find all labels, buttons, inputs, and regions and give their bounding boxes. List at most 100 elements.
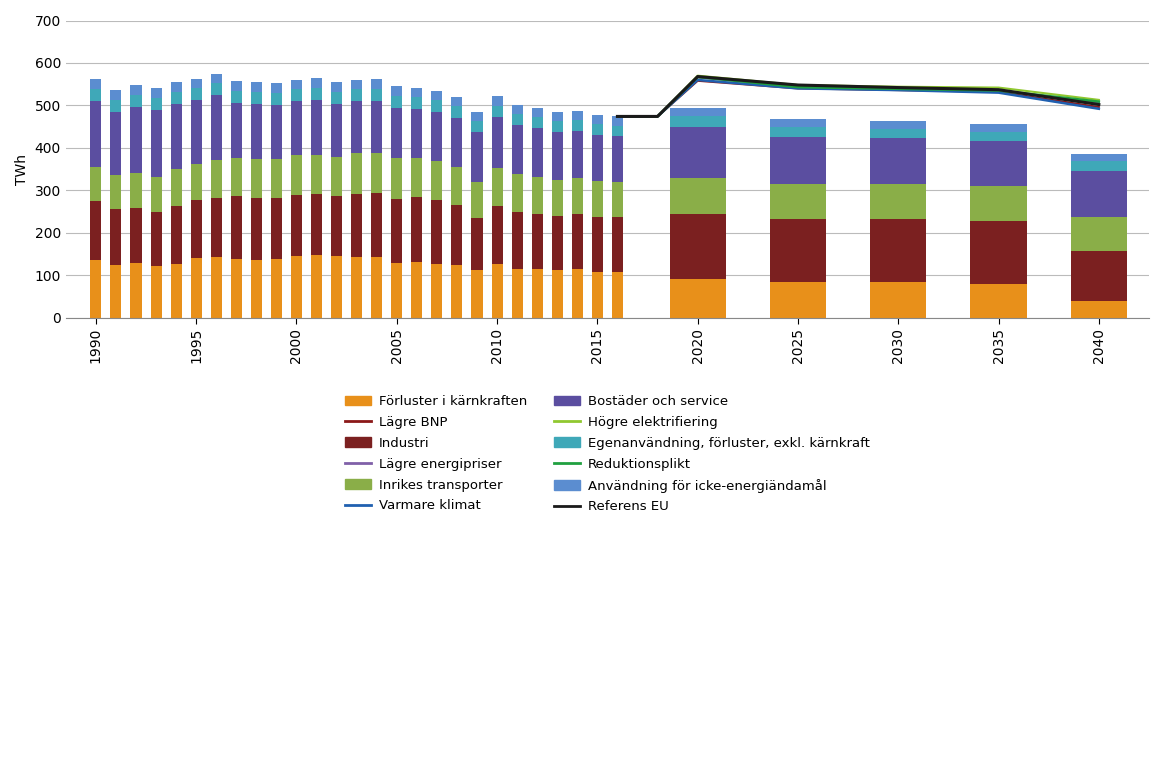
Bar — [552, 132, 562, 179]
Bar — [512, 174, 523, 212]
Bar — [271, 105, 282, 160]
Bar — [452, 167, 462, 205]
Bar — [91, 79, 101, 89]
Bar — [612, 117, 623, 126]
Bar — [271, 160, 282, 199]
Bar — [769, 184, 826, 219]
Bar — [432, 112, 442, 160]
Bar — [291, 80, 301, 89]
Bar — [331, 157, 342, 196]
Bar — [452, 107, 462, 118]
Bar — [271, 84, 282, 93]
Legend: Förluster i kärnkraften, Lägre BNP, Industri, Lägre energipriser, Inrikes transp: Förluster i kärnkraften, Lägre BNP, Indu… — [340, 390, 875, 518]
Bar — [250, 104, 262, 160]
Bar — [291, 195, 301, 256]
Bar — [371, 193, 382, 257]
Bar — [171, 264, 182, 318]
Bar — [769, 137, 826, 184]
Bar — [552, 179, 562, 216]
Bar — [871, 121, 927, 129]
Bar — [769, 219, 826, 281]
Bar — [250, 83, 262, 92]
Bar — [191, 100, 201, 163]
Bar — [130, 84, 142, 95]
Bar — [669, 177, 725, 214]
Bar — [411, 109, 423, 157]
Bar — [612, 272, 623, 318]
Bar — [452, 265, 462, 318]
Bar — [612, 182, 623, 218]
Bar — [452, 205, 462, 265]
Bar — [150, 110, 162, 176]
Bar — [331, 92, 342, 104]
Bar — [769, 119, 826, 127]
Bar — [432, 264, 442, 318]
Bar — [532, 177, 542, 214]
Bar — [669, 127, 725, 177]
Bar — [171, 82, 182, 92]
Bar — [171, 92, 182, 104]
Bar — [391, 86, 403, 96]
Bar — [111, 175, 121, 209]
Bar — [612, 218, 623, 272]
Bar — [532, 214, 542, 268]
Bar — [150, 88, 162, 98]
Bar — [591, 115, 603, 124]
Bar — [471, 132, 483, 183]
Bar — [352, 101, 362, 153]
Bar — [1071, 301, 1127, 318]
Bar — [591, 124, 603, 135]
Bar — [971, 221, 1027, 284]
Bar — [230, 158, 242, 196]
Bar — [111, 90, 121, 100]
Bar — [250, 197, 262, 260]
Bar — [171, 170, 182, 206]
Bar — [311, 100, 322, 155]
Bar — [552, 121, 562, 132]
Bar — [971, 124, 1027, 132]
Bar — [150, 98, 162, 110]
Bar — [432, 100, 442, 112]
Bar — [311, 78, 322, 88]
Bar — [331, 83, 342, 92]
Bar — [371, 257, 382, 318]
Bar — [411, 196, 423, 262]
Bar — [171, 206, 182, 264]
Bar — [250, 260, 262, 318]
Bar — [432, 91, 442, 100]
Bar — [591, 181, 603, 217]
Bar — [572, 177, 583, 214]
Bar — [111, 265, 121, 318]
Bar — [191, 79, 201, 88]
Bar — [669, 107, 725, 116]
Bar — [1071, 161, 1127, 171]
Bar — [1071, 153, 1127, 161]
Bar — [971, 141, 1027, 186]
Bar — [871, 129, 927, 138]
Bar — [111, 209, 121, 265]
Bar — [331, 255, 342, 318]
Bar — [271, 259, 282, 318]
Bar — [191, 163, 201, 199]
Bar — [432, 199, 442, 264]
Bar — [130, 263, 142, 318]
Bar — [230, 196, 242, 259]
Bar — [411, 88, 423, 97]
Bar — [669, 116, 725, 127]
Bar — [1071, 251, 1127, 301]
Bar — [411, 97, 423, 109]
Bar — [871, 184, 927, 219]
Bar — [91, 101, 101, 167]
Bar — [230, 91, 242, 103]
Bar — [512, 268, 523, 318]
Bar — [411, 262, 423, 318]
Bar — [572, 120, 583, 131]
Bar — [191, 88, 201, 100]
Bar — [491, 168, 503, 206]
Bar — [352, 194, 362, 256]
Bar — [532, 128, 542, 177]
Bar — [971, 186, 1027, 221]
Bar — [491, 206, 503, 264]
Bar — [572, 214, 583, 268]
Bar — [591, 217, 603, 272]
